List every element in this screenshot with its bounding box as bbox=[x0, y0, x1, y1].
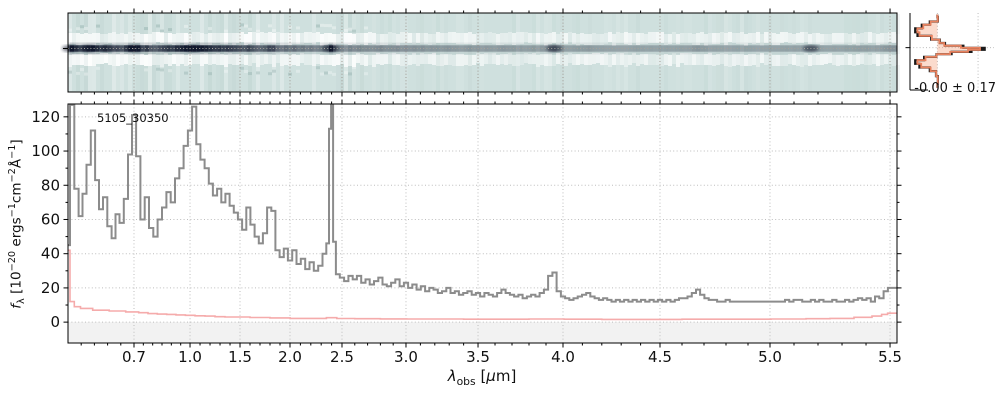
svg-text:40: 40 bbox=[41, 245, 60, 263]
svg-text:0.7: 0.7 bbox=[122, 348, 146, 366]
svg-text:20: 20 bbox=[41, 279, 60, 297]
svg-text:1.5: 1.5 bbox=[228, 348, 252, 366]
svg-text:3.0: 3.0 bbox=[394, 348, 418, 366]
svg-text:120: 120 bbox=[31, 108, 60, 126]
profile-histogram bbox=[905, 13, 994, 91]
svg-text:4.0: 4.0 bbox=[551, 348, 575, 366]
svg-text:3.5: 3.5 bbox=[466, 348, 490, 366]
y-axis-label: fλ [10−20 ergs−1cm−2Å−1] bbox=[7, 139, 28, 309]
grid-lines bbox=[68, 104, 897, 343]
svg-text:4.5: 4.5 bbox=[648, 348, 672, 366]
2d-axis-ticks bbox=[63, 8, 891, 97]
svg-text:2.5: 2.5 bbox=[330, 348, 354, 366]
svg-text:5.0: 5.0 bbox=[758, 348, 782, 366]
svg-text:2.0: 2.0 bbox=[278, 348, 302, 366]
2d-spectrum-image bbox=[61, 12, 900, 93]
svg-text:5.5: 5.5 bbox=[878, 348, 902, 366]
1d-spectrum-plot bbox=[67, 103, 898, 344]
error-curve bbox=[68, 249, 897, 321]
svg-text:80: 80 bbox=[41, 176, 60, 194]
svg-text:60: 60 bbox=[41, 210, 60, 228]
object-id-label: 5105_30350 bbox=[97, 111, 169, 125]
flux-curve bbox=[68, 104, 897, 303]
1d-axis-ticks bbox=[63, 99, 902, 348]
svg-text:100: 100 bbox=[31, 142, 60, 160]
svg-text:1.0: 1.0 bbox=[178, 348, 202, 366]
x-axis-label: λobs [μm] bbox=[447, 367, 517, 388]
svg-text:0: 0 bbox=[50, 313, 60, 331]
profile-stats-label: -0.00 ± 0.17 bbox=[914, 81, 996, 96]
axis-tick-labels: 0.7 1.0 1.5 2.0 2.5 3.0 3.5 4.0 4.5 5.0 5.5 0 20 40 60… bbox=[31, 108, 902, 366]
